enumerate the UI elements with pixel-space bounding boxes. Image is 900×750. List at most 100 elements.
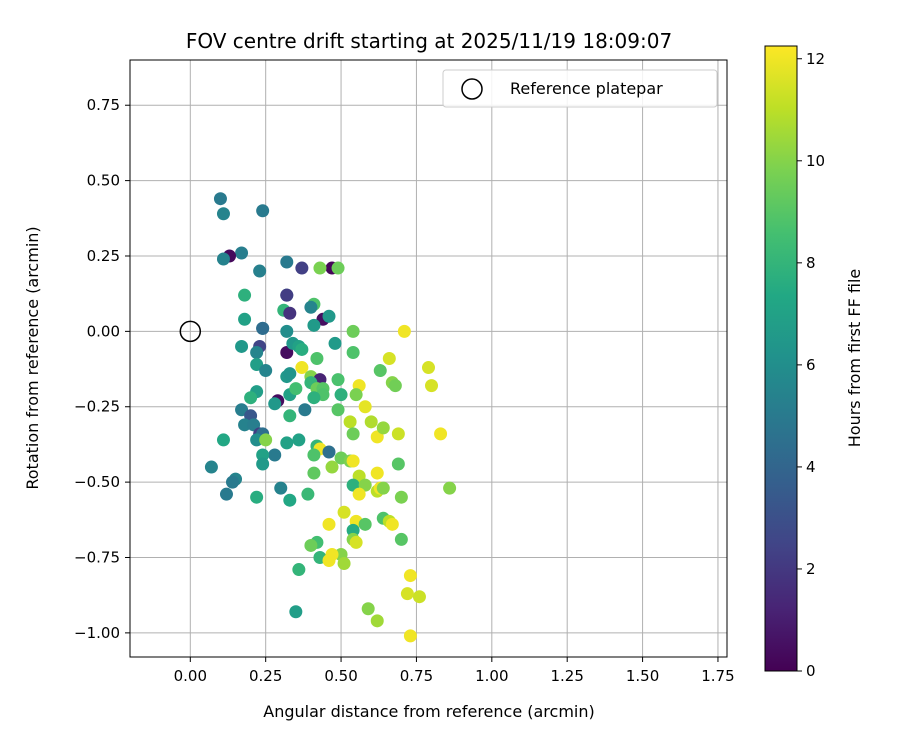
legend-open-circle-icon [461, 78, 483, 100]
scatter-point [358, 400, 372, 414]
scatter-point [313, 261, 327, 275]
scatter-point [268, 397, 282, 411]
scatter-point [322, 517, 336, 531]
scatter-point [334, 388, 348, 402]
scatter-point [250, 490, 264, 504]
y-tick-label: −1.00 [74, 624, 120, 642]
scatter-point [256, 204, 270, 218]
scatter-point [235, 339, 249, 353]
x-tick-label: 1.50 [626, 667, 659, 685]
scatter-point [370, 466, 384, 480]
colorbar-tick-label: 2 [806, 560, 816, 578]
scatter-point [346, 345, 360, 359]
x-tick-label: 0.25 [249, 667, 282, 685]
scatter-point [280, 436, 294, 450]
scatter-point [256, 321, 270, 335]
scatter-point [434, 427, 448, 441]
scatter-point [280, 288, 294, 302]
scatter-point [328, 336, 342, 350]
scatter-point [253, 264, 267, 278]
scatter-point [376, 481, 390, 495]
scatter-point [307, 466, 321, 480]
scatter-point [307, 391, 321, 405]
scatter-point [337, 505, 351, 519]
scatter-point [391, 457, 405, 471]
scatter-point [216, 207, 230, 221]
scatter-point [337, 557, 351, 571]
scatter-point [238, 312, 252, 326]
y-axis-ticks: 0.75 0.50 0.25 0.00 −0.25 −0.50 −0.75 −1.00 [74, 96, 130, 642]
scatter-point [292, 433, 306, 447]
scatter-point [349, 535, 363, 549]
x-tick-label: 1.25 [550, 667, 583, 685]
scatter-point [358, 517, 372, 531]
scatter-point [364, 415, 378, 429]
scatter-point [397, 324, 411, 338]
colorbar-tick-label: 6 [806, 356, 816, 374]
legend-entry-label: Reference platepar [510, 79, 663, 98]
scatter-point [283, 409, 297, 423]
scatter-point [259, 364, 273, 378]
scatter-point [259, 433, 273, 447]
reference-platepar-point [179, 320, 202, 343]
scatter-point [346, 427, 360, 441]
scatter-point [295, 261, 309, 275]
scatter-point [412, 590, 426, 604]
scatter-point [361, 602, 375, 616]
scatter-point [280, 324, 294, 338]
scatter-point [280, 255, 294, 269]
y-tick-label: −0.50 [74, 473, 120, 491]
scatter-point [331, 261, 345, 275]
scatter-point [298, 403, 312, 417]
scatter-point [346, 523, 360, 537]
chart-title: FOV centre drift starting at 2025/11/19 … [186, 29, 672, 53]
scatter-point [388, 379, 402, 393]
scatter-point [238, 418, 252, 432]
scatter-point [307, 448, 321, 462]
scatter-point [301, 487, 315, 501]
scatter-point [346, 324, 360, 338]
scatter-point [250, 345, 264, 359]
scatter-point [322, 554, 336, 568]
scatter-point [394, 490, 408, 504]
scatter-point [425, 379, 439, 393]
scatter-point [373, 364, 387, 378]
y-tick-label: 0.75 [87, 96, 120, 114]
y-tick-label: −0.75 [74, 549, 120, 567]
colorbar-tick-label: 12 [806, 50, 825, 68]
y-tick-label: −0.25 [74, 398, 120, 416]
scatter-point [283, 306, 297, 320]
scatter-point [274, 481, 288, 495]
x-tick-label: 0.50 [324, 667, 357, 685]
scatter-point [219, 487, 233, 501]
scatter-point [216, 433, 230, 447]
colorbar-tick-label: 8 [806, 254, 816, 272]
y-tick-label: 0.25 [87, 247, 120, 265]
scatter-point [443, 481, 457, 495]
scatter-point [289, 605, 303, 619]
scatter-point [235, 246, 249, 260]
scatter-point [343, 415, 357, 429]
scatter-point [346, 454, 360, 468]
scatter-point [400, 587, 414, 601]
x-tick-label: 0.75 [400, 667, 433, 685]
x-tick-label: 1.00 [475, 667, 508, 685]
scatter-point [283, 493, 297, 507]
scatter-point [304, 538, 318, 552]
scatter-point [376, 421, 390, 435]
colorbar [764, 45, 798, 672]
scatter-point [204, 460, 218, 474]
scatter-point [256, 457, 270, 471]
scatter-point [295, 361, 309, 375]
x-axis-ticks: 0.00 0.25 0.50 0.75 1.00 1.25 1.50 1.75 [174, 657, 735, 685]
colorbar-label: Hours from first FF file [845, 269, 864, 448]
scatter-point [382, 352, 396, 365]
scatter-point [238, 288, 252, 302]
scatter-point [349, 388, 363, 402]
scatter-point [250, 433, 264, 447]
scatter-point [385, 517, 399, 531]
scatter-point [256, 448, 270, 462]
scatter-point [322, 445, 336, 459]
colorbar-tick-label: 4 [806, 458, 816, 476]
